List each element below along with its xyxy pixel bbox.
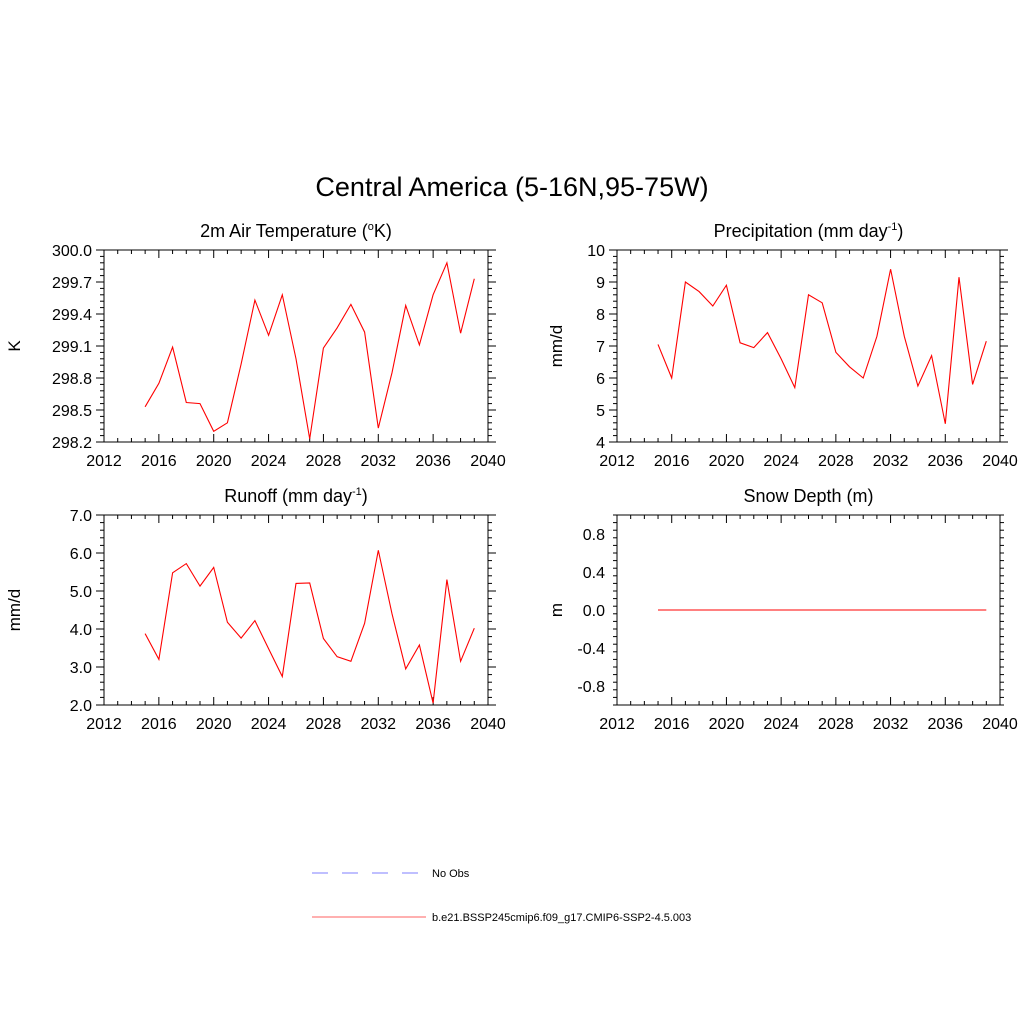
runoff-title-suffix: ) — [362, 486, 368, 506]
precipitation-plot-frame — [616, 249, 1001, 443]
figure-title: Central America (5-16N,95-75W) — [315, 172, 708, 202]
precipitation-x-tick-label: 2016 — [654, 453, 690, 470]
air-temperature-title-superscript: o — [368, 221, 374, 233]
snow-depth-y-axis-label: m — [547, 603, 566, 617]
air-temperature-plot-frame — [103, 249, 489, 443]
snow-depth-y-tick-label: -0.4 — [577, 641, 605, 658]
snow-depth-y-tick-label: 0.8 — [583, 527, 605, 544]
air-temperature-y-tick-label: 299.7 — [52, 275, 92, 292]
snow-depth-panel: 2012 2016 2020 2024 2028 2032 2036 2040 0.8 0.4 0.… — [547, 486, 1018, 733]
precipitation-title-text: Precipitation (mm day — [714, 221, 888, 241]
snow-depth-x-tick-label: 2012 — [599, 716, 635, 733]
runoff-x-tick-label: 2012 — [86, 716, 122, 733]
air-temperature-panel: 2012 2016 2020 2024 2028 2032 2036 2040 300.0 299… — [5, 221, 506, 470]
precipitation-x-tick-label: 2040 — [982, 453, 1018, 470]
precipitation-panel-title: Precipitation (mm day-1) — [714, 221, 904, 241]
runoff-panel: 2012 2016 2020 2024 2028 2032 2036 2040 7.0 6.0 5.… — [5, 486, 506, 733]
snow-depth-x-tick-label: 2028 — [818, 716, 854, 733]
snow-depth-x-tick-label: 2036 — [927, 716, 963, 733]
snow-depth-x-tick-label: 2032 — [873, 716, 909, 733]
runoff-y-tick-label: 2.0 — [70, 698, 92, 715]
air-temperature-y-tick-label: 298.5 — [52, 403, 92, 420]
air-temperature-y-tick-label: 299.4 — [52, 307, 92, 324]
snow-depth-y-tick-label: -0.8 — [577, 679, 605, 696]
precipitation-y-tick-label: 5 — [596, 403, 605, 420]
air-temperature-x-tick-label: 2012 — [86, 453, 122, 470]
runoff-y-tick-label: 7.0 — [70, 508, 92, 525]
air-temperature-y-tick-label: 298.2 — [52, 435, 92, 452]
snow-depth-title-text: Snow Depth (m) — [743, 486, 873, 506]
air-temperature-series-line — [144, 260, 475, 439]
legend: No Obs b.e21.BSSP245cmip6.f09_g17.CMIP6-… — [312, 868, 691, 924]
air-temperature-panel-title: 2m Air Temperature (oK) — [200, 221, 392, 241]
runoff-x-tick-label: 2024 — [251, 716, 287, 733]
precipitation-y-tick-label: 7 — [596, 339, 605, 356]
snow-depth-y-tick-label: 0.4 — [583, 565, 605, 582]
runoff-title-text: Runoff (mm day — [224, 486, 352, 506]
precipitation-x-tick-label: 2028 — [818, 453, 854, 470]
precipitation-x-tick-label: 2036 — [927, 453, 963, 470]
precipitation-y-tick-label: 6 — [596, 371, 605, 388]
runoff-y-axis-label: mm/d — [5, 589, 24, 632]
legend-model-label: b.e21.BSSP245cmip6.f09_g17.CMIP6-SSP2-4.… — [432, 912, 691, 924]
snow-depth-x-tick-label: 2040 — [982, 716, 1018, 733]
snow-depth-y-tick-label: 0.0 — [583, 603, 605, 620]
snow-depth-x-tick-label: 2024 — [763, 716, 799, 733]
precipitation-panel: 2012 2016 2020 2024 2028 2032 2036 2040 10 9 8 7 6 5 4… — [547, 221, 1018, 470]
air-temperature-x-tick-label: 2028 — [306, 453, 342, 470]
panels: 2012 2016 2020 2024 2028 2032 2036 2040 300.0 299… — [5, 221, 1018, 733]
precipitation-title-superscript: -1 — [888, 221, 898, 233]
precipitation-y-tick-label: 8 — [596, 307, 605, 324]
air-temperature-y-axis-label: K — [5, 340, 24, 352]
runoff-x-tick-label: 2036 — [415, 716, 451, 733]
runoff-plot-frame — [103, 514, 489, 706]
precipitation-x-tick-label: 2024 — [763, 453, 799, 470]
runoff-x-tick-label: 2016 — [141, 716, 177, 733]
air-temperature-title-text: 2m Air Temperature ( — [200, 221, 368, 241]
precipitation-x-tick-label: 2032 — [873, 453, 909, 470]
precipitation-y-axis-label: mm/d — [547, 325, 566, 368]
precipitation-series-line — [657, 269, 987, 424]
legend-no-obs-label: No Obs — [432, 868, 470, 880]
runoff-series-line — [144, 550, 475, 704]
runoff-x-tick-label: 2032 — [360, 716, 396, 733]
runoff-panel-title: Runoff (mm day-1) — [224, 486, 368, 506]
air-temperature-x-tick-label: 2040 — [470, 453, 506, 470]
precipitation-y-tick-label: 9 — [596, 275, 605, 292]
air-temperature-x-tick-label: 2020 — [196, 453, 232, 470]
precipitation-y-tick-label: 4 — [596, 435, 605, 452]
runoff-y-tick-label: 5.0 — [70, 584, 92, 601]
runoff-y-tick-label: 6.0 — [70, 546, 92, 563]
air-temperature-x-tick-label: 2016 — [141, 453, 177, 470]
runoff-x-tick-label: 2028 — [306, 716, 342, 733]
air-temperature-y-tick-label: 300.0 — [52, 243, 92, 260]
snow-depth-panel-title: Snow Depth (m) — [743, 486, 873, 506]
snow-depth-x-tick-label: 2016 — [654, 716, 690, 733]
runoff-y-tick-label: 3.0 — [70, 660, 92, 677]
runoff-x-tick-label: 2020 — [196, 716, 232, 733]
snow-depth-x-tick-label: 2020 — [709, 716, 745, 733]
precipitation-y-tick-label: 10 — [587, 243, 605, 260]
precipitation-title-suffix: ) — [897, 221, 903, 241]
precipitation-x-tick-label: 2020 — [709, 453, 745, 470]
runoff-x-tick-label: 2040 — [470, 716, 506, 733]
air-temperature-x-tick-label: 2032 — [360, 453, 396, 470]
air-temperature-y-tick-label: 299.1 — [52, 339, 92, 356]
air-temperature-x-tick-label: 2024 — [251, 453, 287, 470]
air-temperature-y-tick-label: 298.8 — [52, 371, 92, 388]
runoff-title-superscript: -1 — [352, 486, 362, 498]
runoff-y-tick-label: 4.0 — [70, 622, 92, 639]
precipitation-x-tick-label: 2012 — [599, 453, 635, 470]
air-temperature-title-suffix: K) — [374, 221, 392, 241]
air-temperature-x-tick-label: 2036 — [415, 453, 451, 470]
